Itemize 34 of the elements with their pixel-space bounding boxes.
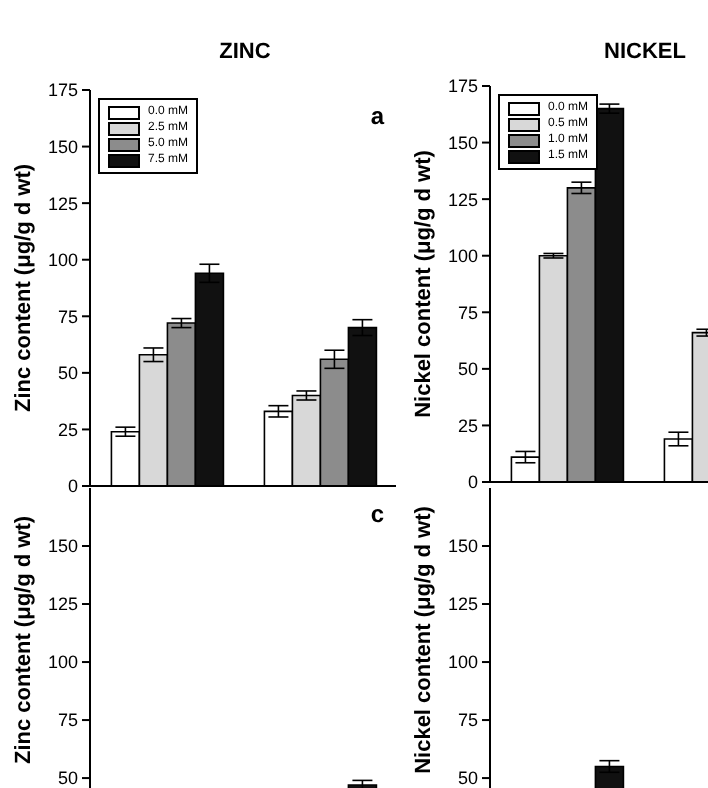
y-tick-label: 125 [47,193,78,214]
y-tick-label: 175 [47,80,78,101]
y-tick-label: 150 [447,536,478,557]
annotation: c [370,500,384,528]
y-tick-label: 0 [67,476,78,497]
y-tick-label: 100 [447,652,478,673]
y-axis-title: Nickel content (μg/g d wt) [411,149,436,418]
y-tick-label: 25 [457,415,478,436]
y-tick-label: 150 [447,132,478,153]
y-tick-label: 50 [57,363,78,384]
y-tick-label: 50 [457,359,478,380]
y-tick-label: 0 [467,472,478,493]
y-tick-label: 125 [47,594,78,615]
y-tick-label: 100 [447,246,478,267]
y-tick-label: 175 [447,76,478,97]
chart-title: ZINC [217,40,273,64]
y-axis-title: Zinc content (μg/g d wt) [11,163,36,413]
y-tick-label: 125 [447,189,478,210]
y-tick-label: 25 [57,419,78,440]
y-axis-title: Nickel content (μg/g d wt) [411,505,436,774]
y-tick-label: 50 [57,768,78,788]
y-tick-label: 100 [47,250,78,271]
y-tick-label: 50 [457,768,478,788]
annotation: a [370,102,384,130]
y-tick-label: 75 [57,710,78,731]
y-tick-label: 75 [457,302,478,323]
y-tick-label: 150 [47,136,78,157]
y-tick-label: 75 [457,710,478,731]
y-tick-label: 150 [47,536,78,557]
y-tick-label: 100 [47,652,78,673]
y-tick-label: 125 [447,594,478,615]
chart-title: NICKEL [602,40,688,64]
y-tick-label: 75 [57,306,78,327]
y-axis-title: Zinc content (μg/g d wt) [11,515,36,765]
